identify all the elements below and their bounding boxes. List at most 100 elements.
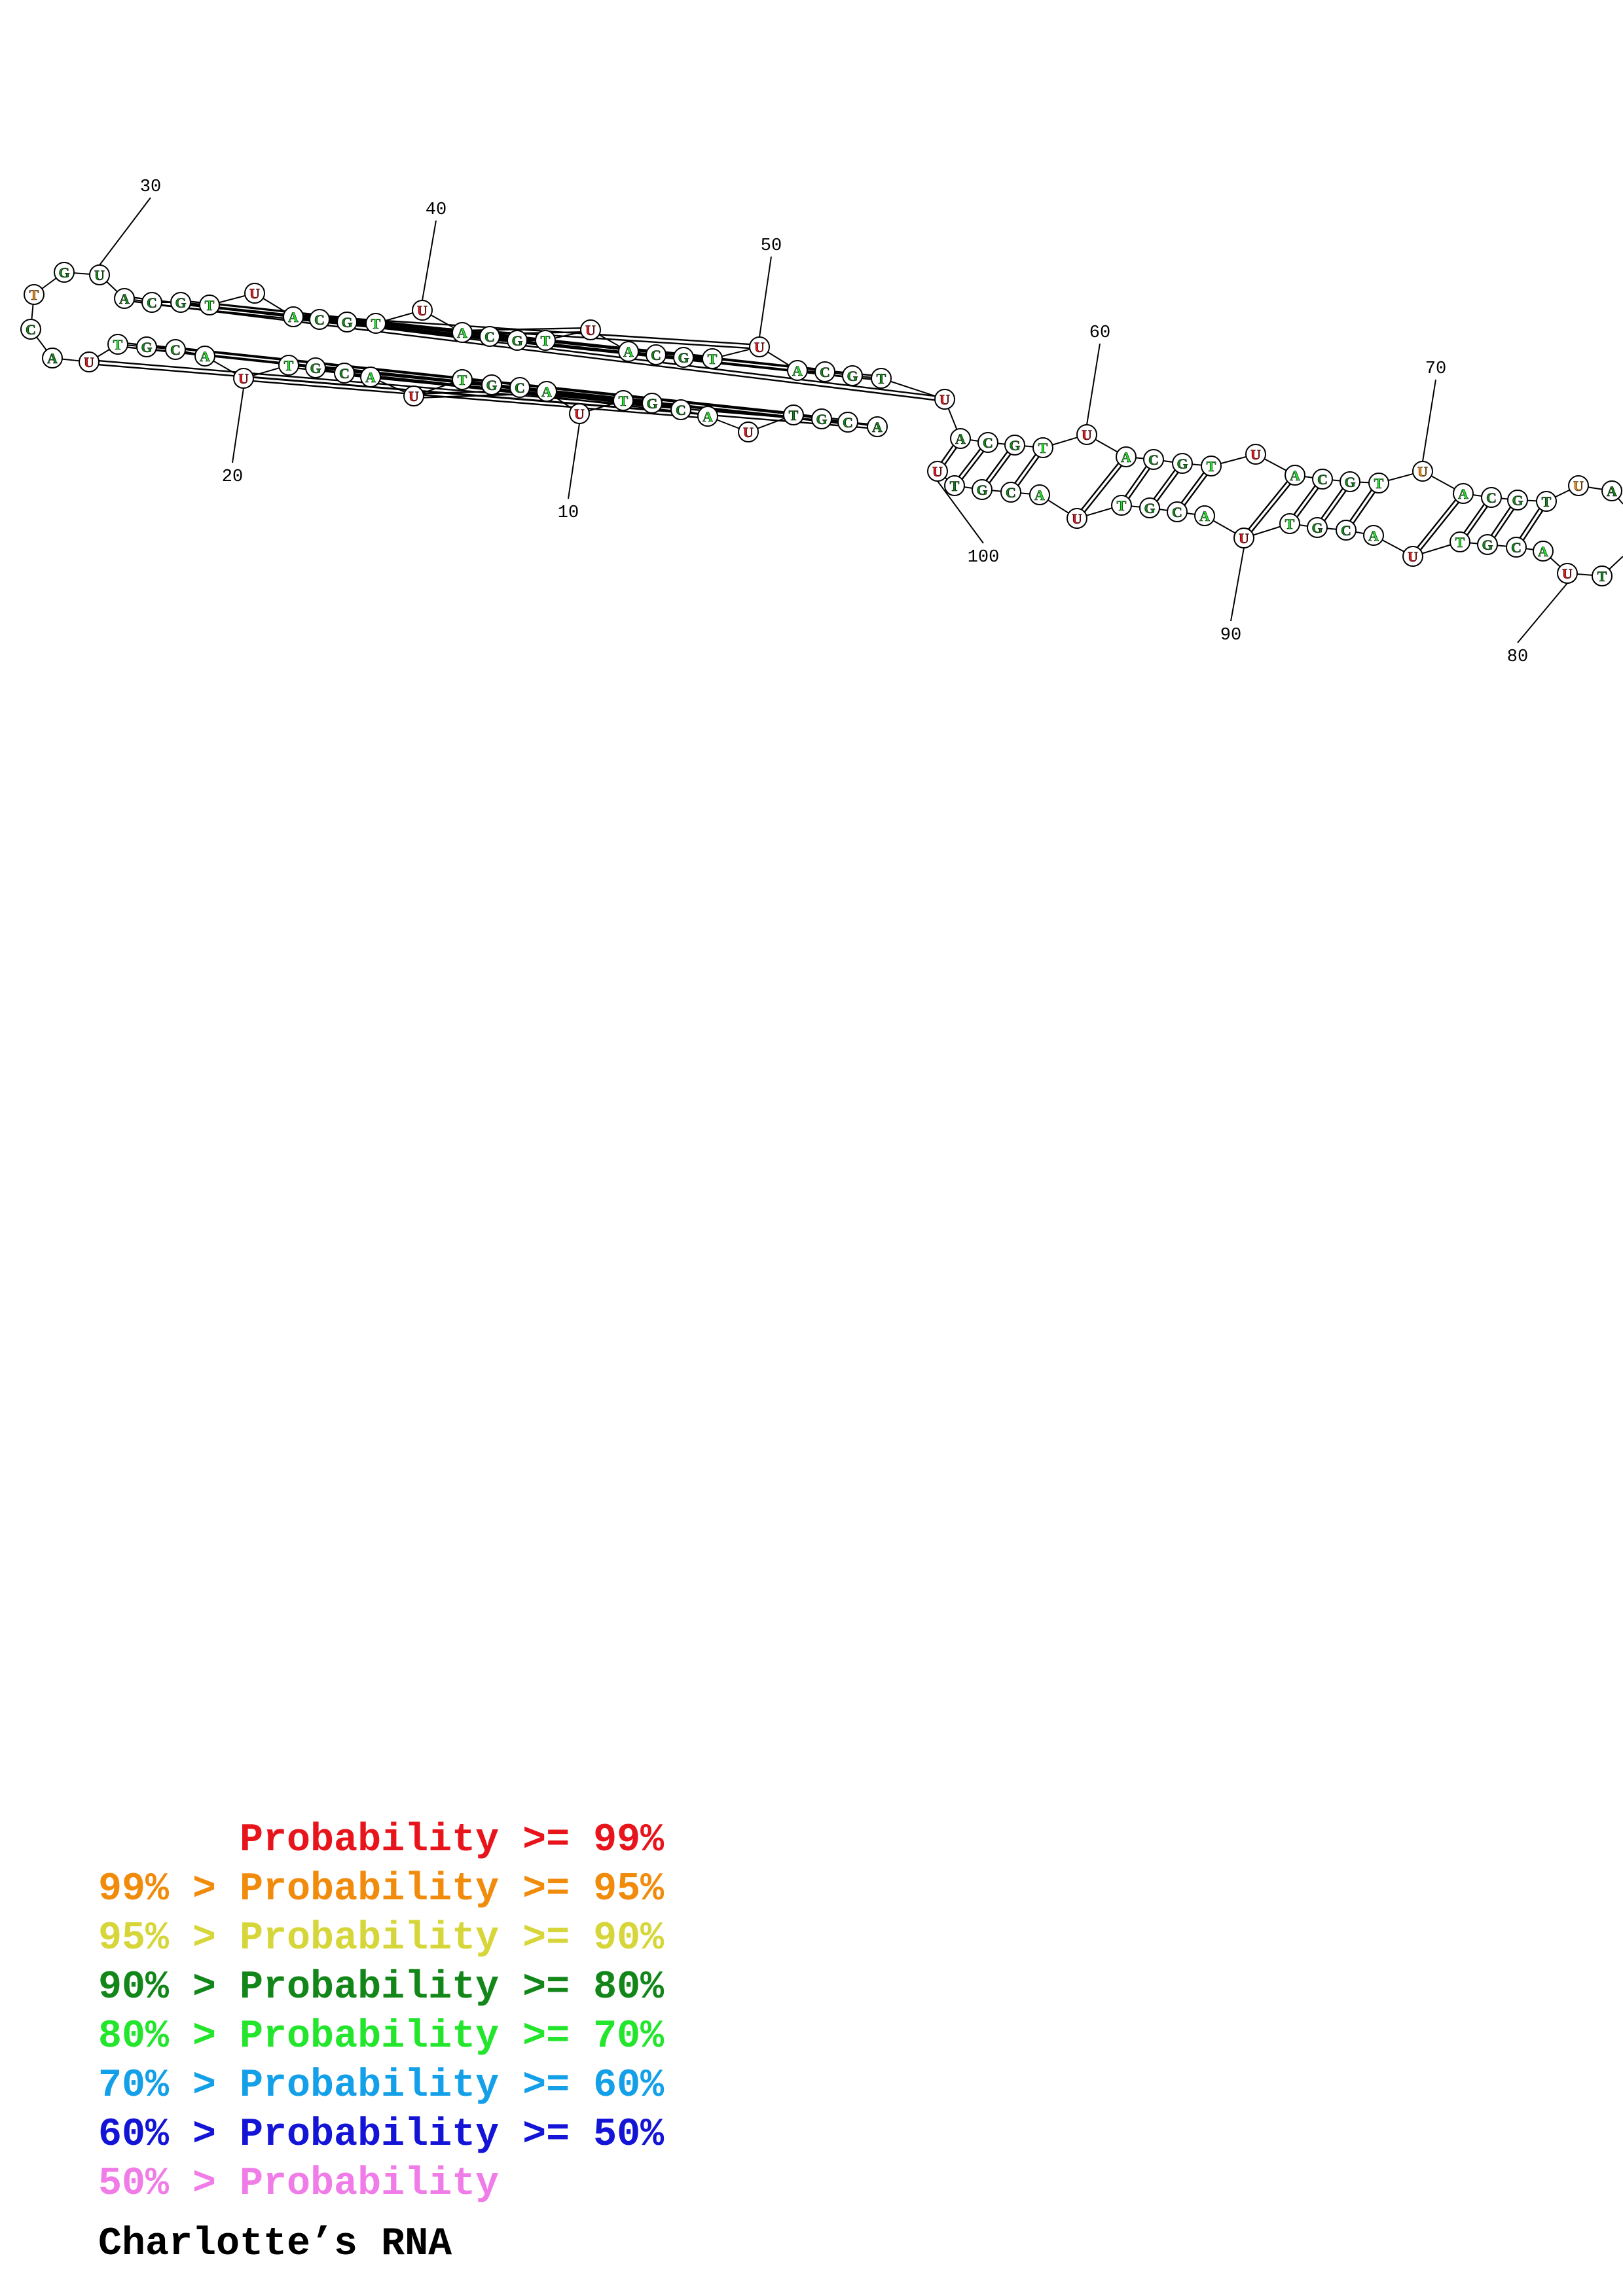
base-letter: A	[200, 348, 210, 365]
base-letter: C	[1511, 539, 1522, 556]
base: T	[1111, 495, 1132, 516]
base-circle	[283, 306, 304, 327]
base: U	[1568, 475, 1589, 496]
position-leader	[422, 220, 437, 301]
legend-row: 70% > Probability >= 60%	[98, 2064, 665, 2108]
base: G	[1307, 517, 1328, 538]
position-leader	[568, 423, 580, 499]
base-circle	[1076, 424, 1097, 445]
base-letter: G	[1344, 474, 1355, 490]
base: A	[1285, 465, 1305, 486]
base: U	[934, 389, 955, 410]
base-circle	[309, 309, 330, 330]
base-circle	[1533, 541, 1554, 562]
position-label: 60	[1089, 323, 1110, 343]
base-letter: A	[792, 363, 803, 379]
base-circle	[1450, 531, 1470, 552]
base: T	[1450, 531, 1470, 552]
base-circle	[305, 357, 326, 378]
base-letter: C	[170, 342, 181, 358]
base-circle	[452, 322, 473, 343]
base-pair-bond	[1248, 480, 1288, 530]
base-circle	[1143, 449, 1164, 470]
base-letter: G	[58, 264, 69, 281]
base: T	[1592, 565, 1613, 586]
base-circle	[842, 365, 863, 386]
base-letter: C	[314, 312, 325, 328]
base: A	[42, 348, 63, 368]
base-circle	[1167, 501, 1188, 522]
base-letter: T	[1542, 493, 1552, 510]
base-pair-bond	[1125, 465, 1147, 497]
base-pair-bond	[1493, 509, 1515, 538]
base-circle	[871, 368, 892, 389]
base-letter: C	[820, 364, 830, 380]
base-letter: G	[486, 377, 497, 393]
position-label: 80	[1507, 647, 1528, 667]
base-letter: G	[976, 482, 987, 498]
base-pair-bond	[1417, 499, 1457, 548]
base-circle	[1336, 520, 1357, 541]
base-circle	[79, 351, 100, 372]
position-labels: 10 20 30 40 50 60 70 80 90 100	[140, 177, 1528, 667]
base-circle	[89, 264, 110, 285]
base-circle	[1233, 528, 1254, 548]
base-letter: G	[1144, 500, 1155, 516]
base-circle	[673, 347, 694, 368]
base-letter: C	[1317, 471, 1328, 488]
base: G	[1139, 497, 1160, 518]
base: U	[738, 422, 759, 442]
base-letter: A	[872, 419, 883, 435]
base: C	[1167, 501, 1188, 522]
legend-row: 80% > Probability >= 70%	[98, 2015, 665, 2059]
base: G	[1172, 453, 1193, 474]
base-letter: G	[175, 295, 186, 311]
base-circle	[244, 283, 265, 304]
base-pair-bond	[1490, 507, 1512, 536]
base: C	[814, 361, 835, 382]
base-letter: T	[950, 478, 960, 494]
position-leaders	[99, 197, 1568, 643]
base-pair-bond	[958, 448, 981, 478]
base-letter: A	[1034, 487, 1045, 503]
base-pair-bond	[1467, 506, 1488, 536]
base: T	[944, 475, 965, 496]
base-circle	[1139, 497, 1160, 518]
base: U	[580, 319, 601, 340]
base-circle	[1004, 435, 1025, 456]
base: C	[309, 309, 330, 330]
base-circle	[1032, 437, 1053, 458]
base: U	[927, 461, 948, 482]
base-letter: C	[26, 321, 36, 338]
base: C	[509, 377, 530, 398]
base: U	[1402, 546, 1423, 567]
base-circle	[1363, 525, 1384, 546]
base-circle	[613, 390, 634, 411]
base: C	[1312, 469, 1333, 490]
base-letter: A	[955, 431, 966, 447]
base-letter: T	[371, 315, 381, 332]
base-letter: U	[84, 354, 94, 370]
base-circle	[1067, 508, 1087, 529]
base-circle	[278, 355, 299, 376]
base-letter: U	[743, 424, 754, 440]
base-pair-bond	[1321, 488, 1343, 519]
base: A	[283, 306, 304, 327]
base-letter: T	[284, 357, 294, 374]
position-label: 50	[761, 236, 782, 256]
base-circle	[1201, 456, 1222, 476]
base: C	[1481, 487, 1502, 508]
base: U	[749, 336, 770, 357]
base-pair-bond	[989, 454, 1012, 484]
base: A	[360, 367, 381, 387]
base-circle	[1340, 471, 1360, 492]
position-leader	[1230, 547, 1245, 622]
base-letter: G	[141, 339, 152, 355]
base: A	[1116, 446, 1137, 467]
legend-row: 50% > Probability	[98, 2162, 500, 2206]
base: C	[20, 319, 41, 340]
base-circle	[580, 319, 601, 340]
base-circle	[1307, 517, 1328, 538]
position-leader	[1517, 583, 1568, 643]
